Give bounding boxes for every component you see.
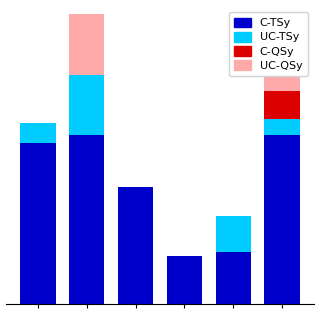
Bar (118, 188, 153, 304)
Bar (265, 91, 300, 119)
Bar (69, 14, 104, 75)
Bar (69, 75, 104, 135)
Bar (216, 216, 251, 252)
Bar (20, 123, 55, 143)
Bar (167, 256, 202, 304)
Bar (69, 135, 104, 304)
Bar (265, 59, 300, 91)
Bar (265, 119, 300, 135)
Bar (216, 252, 251, 304)
Bar (265, 135, 300, 304)
Legend: C-TSy, UC-TSy, C-QSy, UC-QSy: C-TSy, UC-TSy, C-QSy, UC-QSy (228, 12, 308, 76)
Bar (20, 143, 55, 304)
